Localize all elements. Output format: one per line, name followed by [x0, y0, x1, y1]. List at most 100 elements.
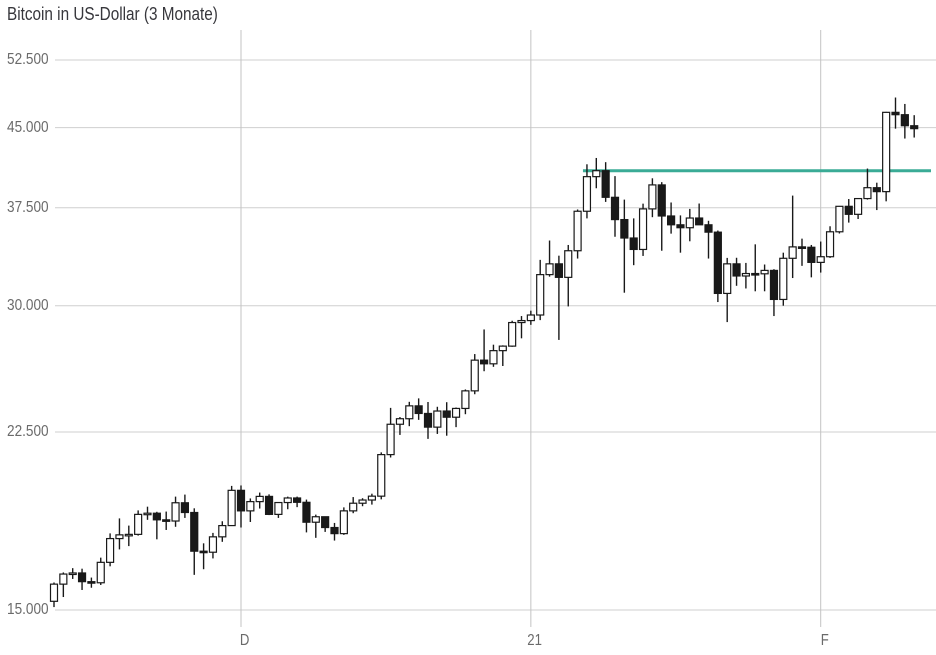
candle-body [900, 114, 909, 127]
candle-body [152, 512, 161, 521]
candle-body [470, 359, 479, 392]
y-axis-label: 45.000 [7, 119, 56, 137]
y-axis-label: 22.500 [7, 423, 56, 441]
candle-body [835, 205, 844, 233]
y-axis-label: 30.000 [7, 297, 56, 315]
candle-body [610, 196, 620, 221]
x-axis-label: 21 [513, 632, 557, 650]
y-axis-label-text: 22.500 [7, 422, 49, 440]
candle-body [480, 359, 489, 365]
candle-body [891, 111, 900, 116]
candle-body [358, 499, 367, 504]
chart-title-text: Bitcoin in US-Dollar (3 Monate) [7, 4, 218, 24]
candle-body [386, 423, 395, 456]
candle-body [573, 210, 582, 252]
candle-body [620, 218, 629, 239]
y-axis-label-text: 45.000 [7, 118, 49, 136]
candle-body [124, 533, 133, 537]
candle-body [713, 231, 722, 295]
candle-body [293, 497, 302, 503]
candle-body [405, 405, 414, 420]
candle-body [236, 489, 246, 512]
candle-body [666, 215, 676, 226]
candle-body [414, 405, 423, 415]
candle-body [433, 410, 442, 428]
candle-body [788, 246, 797, 259]
candle-body [844, 205, 853, 215]
candle-body [517, 319, 526, 324]
candle-body [760, 269, 769, 275]
candle-body [190, 511, 199, 552]
candle-body [536, 274, 545, 316]
candle-body [769, 269, 779, 301]
candle-body [564, 250, 573, 278]
candle-body [264, 495, 274, 515]
candle-body [77, 572, 87, 583]
candle-body [853, 197, 863, 215]
candle-body [816, 256, 825, 263]
candle-body [143, 512, 152, 516]
candle-body [910, 125, 919, 130]
candle-body [134, 513, 143, 535]
candle-body [377, 454, 386, 497]
candle-body [96, 561, 105, 584]
candle-body [49, 583, 59, 602]
candle-body [498, 345, 507, 352]
candle-body [872, 187, 881, 193]
candle-body [648, 184, 657, 210]
candle-body [339, 510, 348, 535]
candle-body [695, 217, 704, 226]
y-axis-label: 52.500 [7, 51, 56, 69]
candle-body [162, 519, 171, 522]
candle-body [582, 176, 592, 212]
candle-body [246, 501, 255, 512]
candle-body [779, 257, 788, 301]
candle-body [302, 501, 311, 523]
x-axis-label-text: F [820, 632, 829, 649]
x-axis-label-text: 21 [527, 632, 543, 649]
candle-body [882, 111, 891, 193]
candle-body [115, 534, 124, 540]
candle-body [704, 224, 713, 233]
candle-body [171, 502, 180, 522]
candle-body [423, 412, 433, 428]
candle-body [105, 537, 115, 563]
y-axis-label-text: 52.500 [7, 51, 49, 68]
candle-body [180, 502, 189, 514]
candle-body [451, 407, 461, 418]
candle-body [638, 208, 648, 251]
candle-body [592, 170, 601, 178]
candle-body [554, 263, 564, 278]
candle-body [601, 170, 610, 198]
candle-body [59, 573, 68, 585]
x-axis-label: D [223, 632, 267, 650]
x-axis-label-text: D [240, 632, 250, 649]
candle-body [732, 263, 741, 277]
candle-body [807, 246, 816, 263]
candle-body [208, 536, 218, 553]
candle-body [321, 516, 330, 529]
candle-body [199, 550, 208, 554]
candle-body [218, 524, 227, 538]
candle-body [442, 410, 451, 418]
candle-body [227, 489, 236, 527]
candle-body [349, 502, 358, 512]
x-axis-label: F [803, 632, 847, 650]
y-axis-label-text: 37.500 [7, 198, 49, 216]
candle-body [545, 263, 554, 276]
candle-body [825, 231, 835, 258]
candle-body [367, 495, 376, 501]
candle-body [311, 516, 320, 523]
y-axis-label: 37.500 [7, 199, 56, 217]
candle-body [723, 263, 732, 295]
candle-body [87, 581, 96, 584]
candle-body [255, 495, 264, 503]
candle-body [657, 184, 666, 217]
y-axis-label: 15.000 [7, 601, 56, 619]
candle-body [751, 272, 760, 276]
y-axis-label-text: 15.000 [7, 601, 49, 618]
candle-body [461, 390, 470, 410]
candle-body [330, 526, 339, 535]
chart-title: Bitcoin in US-Dollar (3 Monate) [7, 3, 255, 25]
